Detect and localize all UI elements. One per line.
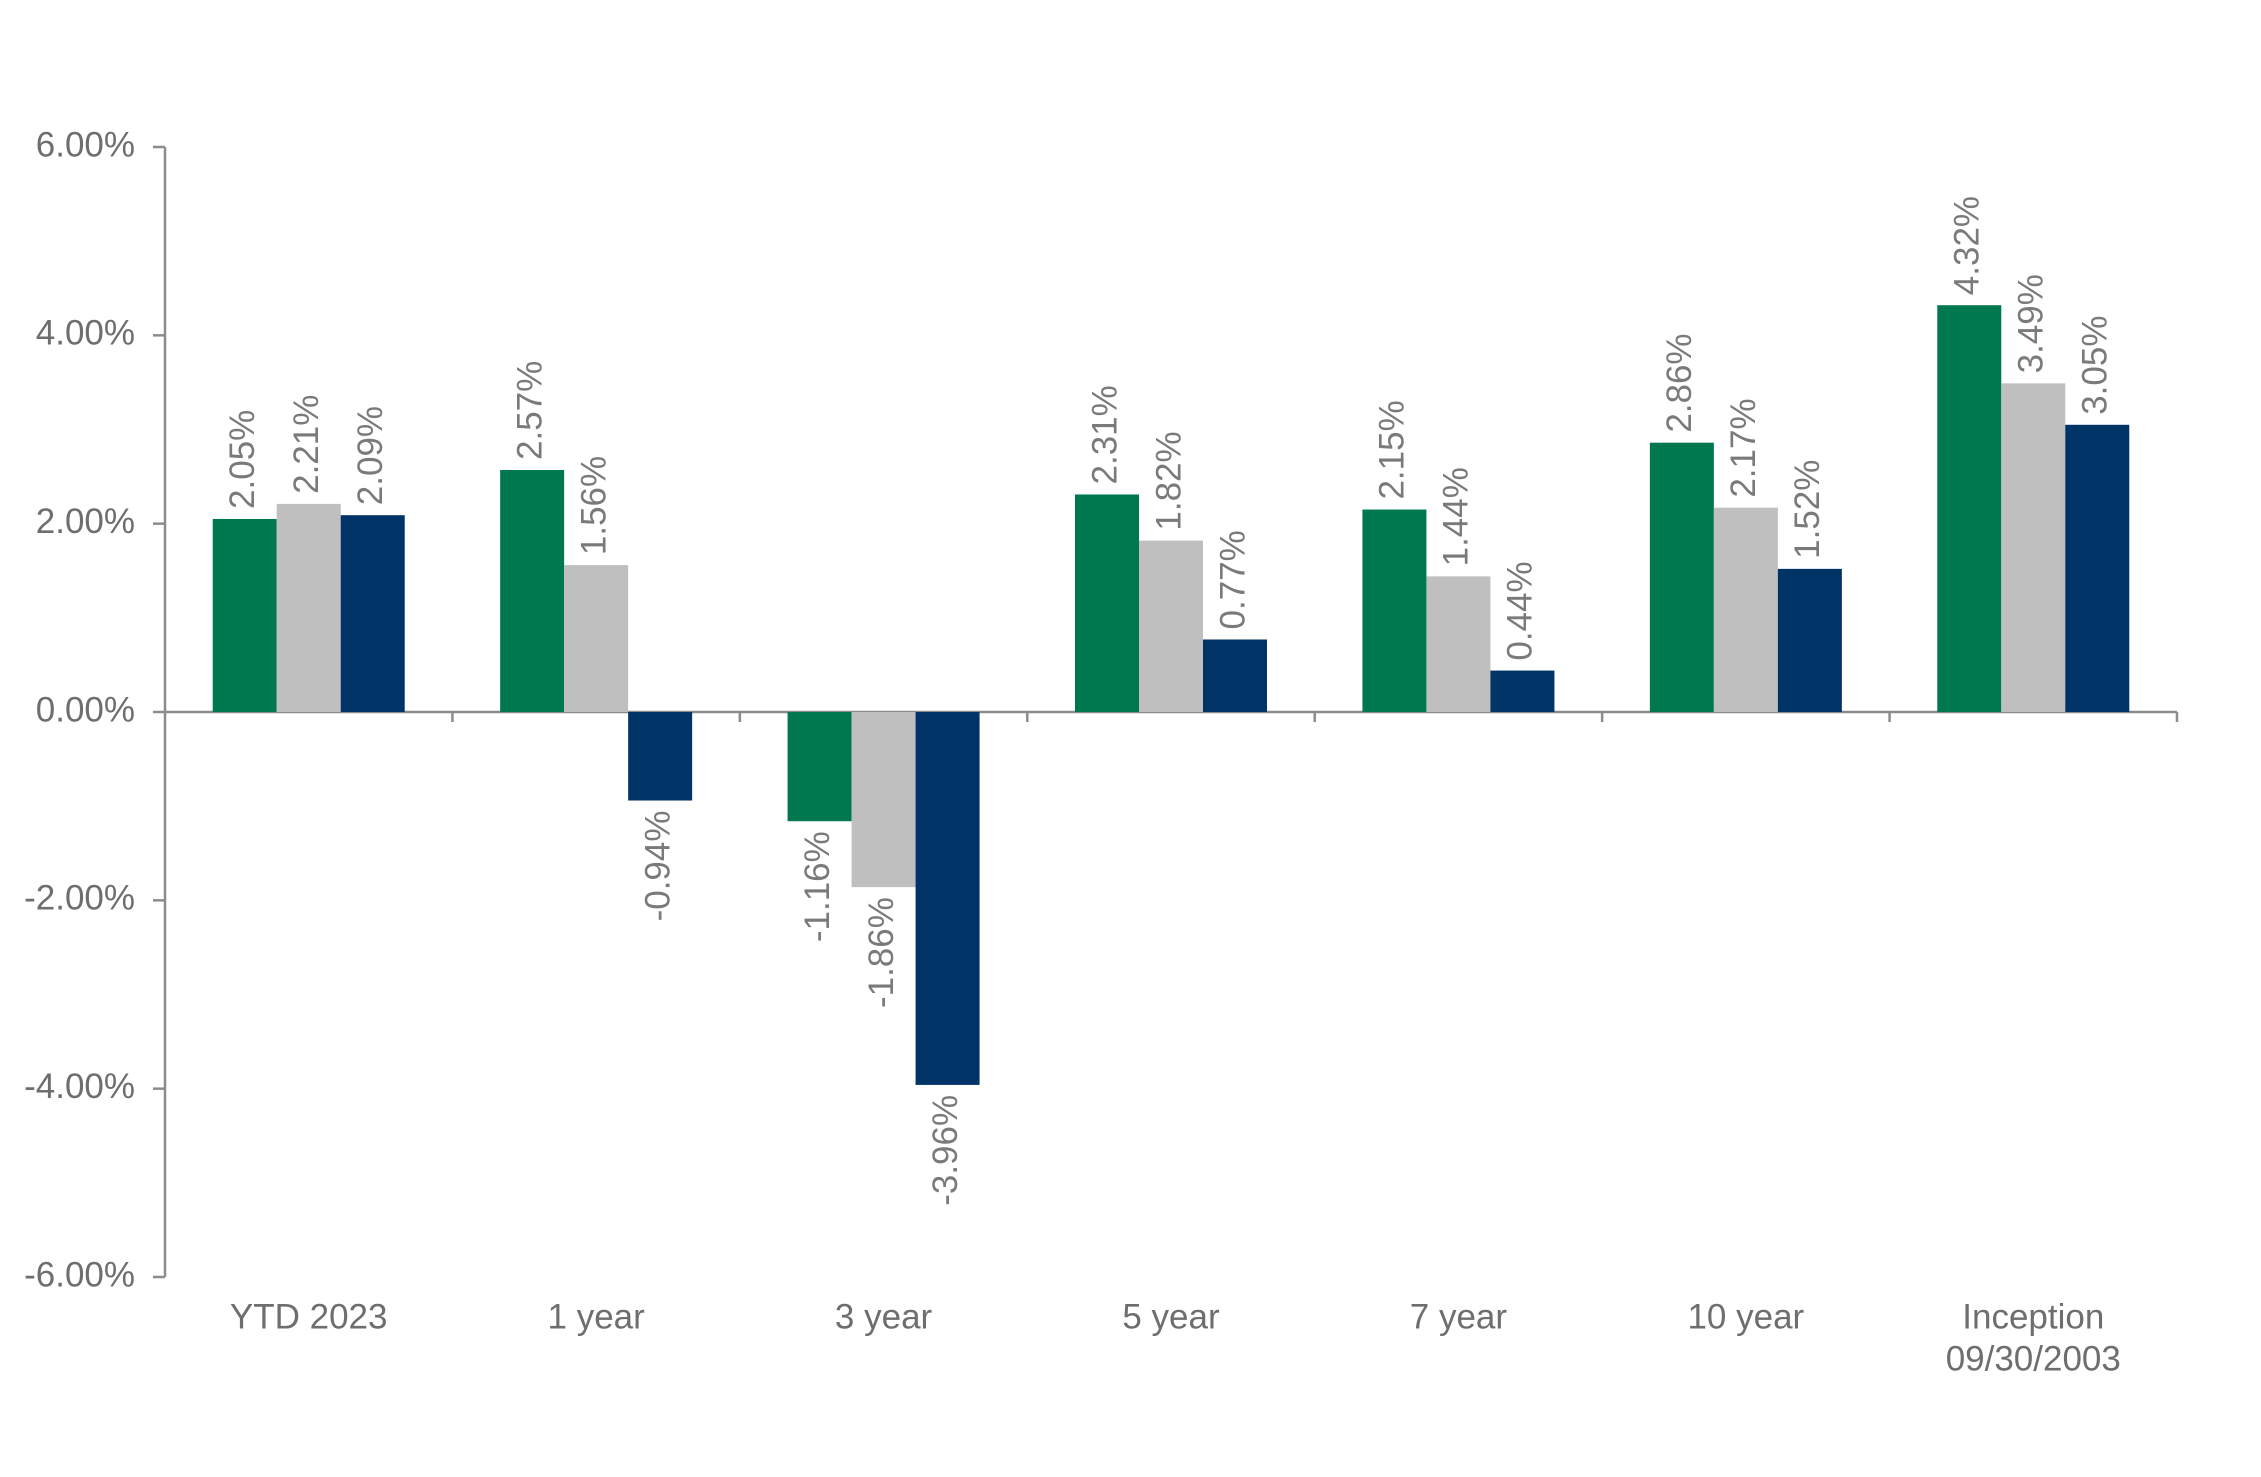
x-category-label: Inception [1962,1297,2104,1336]
bar [564,565,629,712]
data-label: 1.56% [574,456,613,555]
data-label: 2.57% [510,361,549,460]
data-labels: 2.05% 2.21% 2.09% 2.57% 1.56% -0.94% -1.16% -1.… [223,196,2115,1206]
bar [787,712,852,822]
category-labels: YTD 2023 1 year 3 year 5 year 7 year 10 year I… [230,1297,2121,1378]
data-label: 0.44% [1501,561,1540,660]
bar [340,515,405,712]
bar [276,503,341,712]
data-label: 2.15% [1373,400,1412,499]
bar [1713,507,1778,712]
y-tick-label: -2.00% [24,879,135,918]
y-tick-label: 4.00% [36,314,135,353]
x-category-label: 1 year [548,1297,646,1336]
x-category-label: 10 year [1687,1297,1804,1336]
x-category-label: YTD 2023 [230,1297,388,1336]
bar [500,469,565,712]
y-tick-label: 6.00% [36,125,135,164]
data-label: 2.86% [1660,333,1699,432]
data-label: -1.16% [798,831,837,942]
bar [1490,670,1555,712]
data-label: 2.17% [1724,398,1763,497]
bar [851,712,916,888]
bar [1937,305,2002,712]
bars [212,305,2130,1085]
data-label: 2.05% [223,410,262,509]
bar [212,518,277,712]
bar [1075,494,1139,712]
data-label: -3.96% [926,1095,965,1206]
x-category-label: 5 year [1122,1297,1220,1336]
bar [1362,509,1427,712]
y-tick-label: -4.00% [24,1067,135,1106]
bar [1426,576,1491,712]
data-label: 3.49% [2012,274,2051,373]
x-category-label: 3 year [835,1297,933,1336]
data-label: -1.86% [862,897,901,1008]
bar [1777,568,1842,712]
bar [915,712,980,1085]
bar [628,712,693,801]
x-category-label: 09/30/2003 [1946,1339,2121,1378]
y-tick-label: -6.00% [24,1255,135,1294]
y-tick-label: 0.00% [36,690,135,729]
data-label: 2.31% [1085,385,1124,484]
data-label: 1.52% [1788,460,1827,559]
x-axis [165,710,2179,722]
data-label: 4.32% [1948,196,1987,295]
x-category-label: 7 year [1410,1297,1508,1336]
data-label: -0.94% [638,811,677,922]
bar [1203,639,1267,712]
data-label: 3.05% [2076,316,2115,415]
bar [1649,442,1714,712]
y-axis: 6.00% 4.00% 2.00% 0.00% -2.00% -4.00% -6.00% [24,125,167,1294]
data-label: 2.21% [287,395,326,494]
bar [2001,383,2066,712]
y-tick-label: 2.00% [36,502,135,541]
bar [2065,424,2130,712]
data-label: 2.09% [351,406,390,505]
data-label: 0.77% [1213,530,1252,629]
data-label: 1.82% [1149,431,1188,530]
bar [1139,540,1203,712]
data-label: 1.44% [1437,467,1476,566]
